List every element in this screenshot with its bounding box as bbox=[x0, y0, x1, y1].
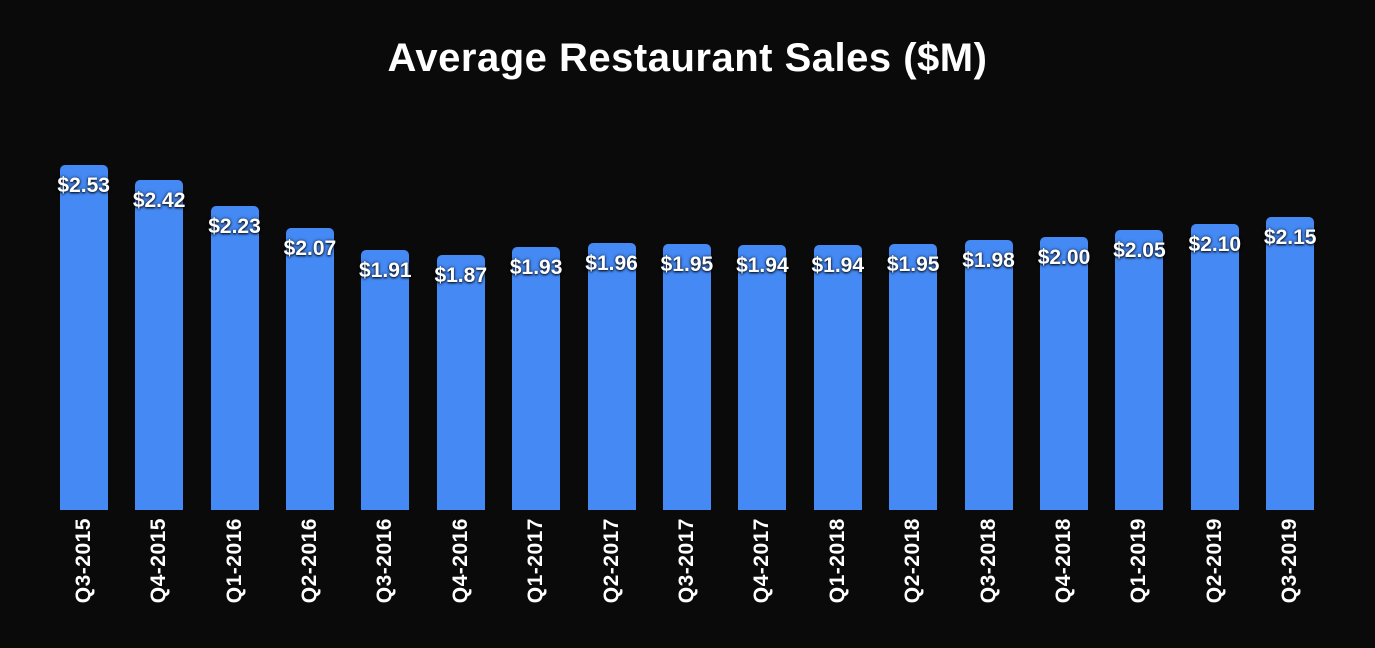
x-axis: Q3-2015 Q4-2015 Q1-2016 Q2-2016 Q3-2016 Q4-20… bbox=[46, 518, 1328, 630]
x-axis-cell: Q4-2017 bbox=[725, 518, 800, 630]
bar-column: $1.87 bbox=[423, 165, 498, 510]
x-axis-cell: Q4-2016 bbox=[423, 518, 498, 630]
bar-column: $2.15 bbox=[1253, 165, 1328, 510]
bar: $1.95 bbox=[886, 244, 940, 510]
bar-value-label: $1.96 bbox=[585, 252, 638, 275]
bar-value-label: $2.53 bbox=[57, 174, 110, 197]
bar-value-label: $2.15 bbox=[1263, 226, 1317, 249]
x-axis-label: Q2-2018 bbox=[901, 518, 925, 604]
bar-column: $1.98 bbox=[951, 165, 1026, 510]
bar-column: $2.07 bbox=[272, 165, 347, 510]
x-axis-label: Q4-2015 bbox=[147, 518, 171, 604]
bar-value-label: $1.87 bbox=[434, 264, 488, 287]
bar: $1.87 bbox=[434, 255, 488, 510]
bar: $1.94 bbox=[811, 245, 865, 510]
x-axis-cell: Q1-2017 bbox=[498, 518, 573, 630]
bar: $2.10 bbox=[1188, 224, 1242, 510]
bar-column: $1.96 bbox=[574, 165, 649, 510]
bar: $1.94 bbox=[736, 245, 789, 510]
x-axis-label: Q4-2018 bbox=[1051, 518, 1075, 604]
x-axis-cell: Q4-2015 bbox=[121, 518, 196, 630]
x-axis-label: Q1-2018 bbox=[825, 518, 849, 604]
bar-value-label: $2.00 bbox=[1037, 246, 1091, 269]
x-axis-label: Q4-2017 bbox=[750, 518, 774, 604]
bar-column: $1.91 bbox=[348, 165, 423, 510]
x-axis-cell: Q1-2018 bbox=[800, 518, 875, 630]
x-axis-cell: Q3-2015 bbox=[46, 518, 121, 630]
x-axis-label: Q3-2018 bbox=[976, 518, 1000, 604]
x-axis-label: Q1-2016 bbox=[222, 518, 246, 604]
x-axis-label: Q3-2017 bbox=[674, 518, 698, 604]
x-axis-cell: Q3-2016 bbox=[348, 518, 423, 630]
x-axis-cell: Q2-2016 bbox=[272, 518, 347, 630]
bar-column: $2.53 bbox=[46, 165, 121, 510]
x-axis-cell: Q3-2017 bbox=[649, 518, 724, 630]
bar-value-label: $2.05 bbox=[1113, 239, 1166, 262]
bar-column: $2.00 bbox=[1026, 165, 1101, 510]
x-axis-cell: Q3-2018 bbox=[951, 518, 1026, 630]
x-axis-label: Q1-2019 bbox=[1127, 518, 1151, 604]
x-axis-cell: Q3-2019 bbox=[1253, 518, 1328, 630]
bar-value-label: $2.42 bbox=[132, 189, 186, 212]
bar: $2.53 bbox=[57, 165, 110, 510]
plot-area: $2.53 $2.42 $2.23 $2.07 $1.91 $1.87 $1.93 $1.96… bbox=[46, 165, 1328, 510]
bar-column: $1.94 bbox=[800, 165, 875, 510]
bar-column: $1.95 bbox=[649, 165, 724, 510]
bar-value-label: $1.98 bbox=[962, 249, 1015, 272]
x-axis-label: Q1-2017 bbox=[524, 518, 548, 604]
bar-value-label: $2.07 bbox=[283, 237, 337, 260]
bar-column: $1.93 bbox=[498, 165, 573, 510]
bar-value-label: $2.23 bbox=[208, 215, 261, 238]
x-axis-label: Q3-2015 bbox=[71, 518, 95, 604]
x-axis-label: Q4-2016 bbox=[448, 518, 472, 604]
bar: $2.15 bbox=[1263, 217, 1317, 510]
x-axis-cell: Q1-2019 bbox=[1102, 518, 1177, 630]
bar-value-label: $1.93 bbox=[509, 256, 563, 279]
bar: $2.00 bbox=[1037, 237, 1091, 510]
x-axis-label: Q2-2019 bbox=[1202, 518, 1226, 604]
bar-value-label: $1.94 bbox=[811, 254, 865, 277]
bar-column: $2.05 bbox=[1102, 165, 1177, 510]
bar: $1.91 bbox=[359, 250, 412, 510]
bar: $1.95 bbox=[660, 244, 714, 510]
bar-column: $1.95 bbox=[875, 165, 950, 510]
x-axis-cell: Q4-2018 bbox=[1026, 518, 1101, 630]
bar-value-label: $1.95 bbox=[660, 253, 714, 276]
bar-value-label: $1.95 bbox=[886, 253, 940, 276]
x-axis-label: Q2-2017 bbox=[599, 518, 623, 604]
bar: $2.42 bbox=[132, 180, 186, 510]
bar-column: $1.94 bbox=[725, 165, 800, 510]
x-axis-label: Q3-2019 bbox=[1278, 518, 1302, 604]
bar: $2.05 bbox=[1113, 230, 1166, 510]
bar: $1.93 bbox=[509, 247, 563, 510]
bar: $1.96 bbox=[585, 243, 638, 510]
bar-column: $2.42 bbox=[121, 165, 196, 510]
x-axis-label: Q2-2016 bbox=[297, 518, 321, 604]
x-axis-cell: Q2-2018 bbox=[875, 518, 950, 630]
bar: $2.23 bbox=[208, 206, 261, 510]
bar: $2.07 bbox=[283, 228, 337, 510]
bar-value-label: $1.94 bbox=[736, 254, 789, 277]
bar: $1.98 bbox=[962, 240, 1015, 510]
x-axis-cell: Q2-2017 bbox=[574, 518, 649, 630]
bar-value-label: $1.91 bbox=[359, 259, 412, 282]
x-axis-cell: Q2-2019 bbox=[1177, 518, 1252, 630]
chart-title: Average Restaurant Sales ($M) bbox=[387, 36, 988, 80]
bar-column: $2.10 bbox=[1177, 165, 1252, 510]
bar-column: $2.23 bbox=[197, 165, 272, 510]
x-axis-label: Q3-2016 bbox=[373, 518, 397, 604]
bar-value-label: $2.10 bbox=[1188, 233, 1242, 256]
x-axis-cell: Q1-2016 bbox=[197, 518, 272, 630]
